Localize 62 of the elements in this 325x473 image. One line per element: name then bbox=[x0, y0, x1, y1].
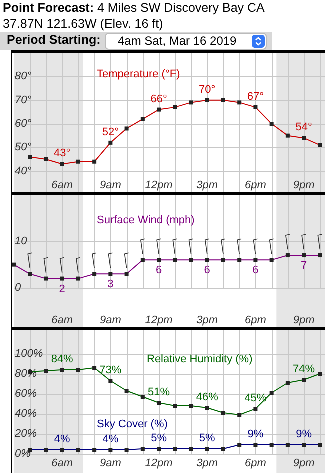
data-label: 51% bbox=[148, 386, 170, 398]
y-tick-label: 40° bbox=[15, 165, 32, 178]
x-tick-label: 9am bbox=[100, 314, 122, 326]
x-tick-label: 6am bbox=[52, 314, 74, 326]
data-label: 4% bbox=[54, 434, 71, 446]
y-tick-label: 70° bbox=[15, 94, 32, 106]
text: Surface Wind (mph) bbox=[97, 214, 195, 226]
x-tick-label: 6pm bbox=[245, 314, 266, 326]
data-label: 5% bbox=[151, 432, 168, 444]
y-tick-label: 100% bbox=[15, 348, 44, 360]
data-label: 6 bbox=[156, 264, 162, 277]
y-tick-label: 0% bbox=[15, 448, 32, 460]
data-label: 2 bbox=[59, 283, 66, 296]
data-label: 5% bbox=[199, 432, 216, 444]
x-tick-label: 12pm bbox=[145, 180, 173, 192]
data-label: 84% bbox=[51, 354, 74, 366]
data-label: 6 bbox=[204, 264, 210, 277]
x-tick-label: 3pm bbox=[196, 314, 218, 326]
data-label: 70° bbox=[199, 84, 216, 96]
text: Period Starting: bbox=[7, 33, 101, 48]
data-label: 67° bbox=[247, 90, 264, 103]
x-tick-label: 12pm bbox=[145, 458, 173, 470]
y-tick-label: 60% bbox=[15, 388, 38, 400]
x-tick-label: 3pm bbox=[196, 180, 218, 192]
x-tick-label: 6pm bbox=[245, 458, 266, 470]
data-label: 6 bbox=[252, 264, 259, 277]
data-label: 3 bbox=[108, 278, 114, 291]
data-label: 66° bbox=[150, 93, 168, 106]
data-label: 7 bbox=[300, 260, 308, 272]
dropdown: 4am Sat, Mar 16 2019 bbox=[105, 33, 267, 50]
data-label: 9% bbox=[248, 428, 264, 440]
y-tick-label: 80° bbox=[15, 70, 32, 83]
x-tick-label: 3pm bbox=[196, 458, 218, 470]
x-tick-label: 6am bbox=[52, 458, 74, 470]
data-label: 9% bbox=[296, 428, 312, 440]
data-label: 52° bbox=[102, 126, 120, 138]
data-label: 54° bbox=[296, 122, 312, 134]
x-tick-label: 9am bbox=[100, 180, 122, 192]
y-tick-label: 0 bbox=[15, 282, 22, 294]
data-label: 74% bbox=[293, 364, 316, 376]
y-tick-label: 40% bbox=[15, 408, 38, 420]
data-label: 45% bbox=[244, 392, 267, 404]
text: Temperature (°F) bbox=[97, 68, 180, 80]
x-tick-label: 9pm bbox=[293, 180, 315, 192]
series-label: Sky Cover (%) bbox=[97, 418, 168, 430]
x-tick-label: 12pm bbox=[145, 314, 173, 326]
x-tick-label: 6am bbox=[52, 180, 74, 192]
x-tick-label: 9pm bbox=[293, 458, 315, 470]
y-tick-label: 60° bbox=[15, 118, 32, 130]
data-label: 43° bbox=[54, 148, 71, 160]
data-label: 4% bbox=[102, 434, 119, 446]
chart-title: Point Forecast: 4 Miles SW Discovery Bay CA bbox=[3, 1, 265, 16]
text: Relative Humidity (%) bbox=[147, 354, 253, 366]
x-tick-label: 9pm bbox=[293, 314, 315, 326]
y-tick-label: 50° bbox=[15, 142, 32, 154]
x-tick-label: 9am bbox=[100, 458, 122, 470]
chart-subtitle: 37.87N 121.63W (Elev. 16 ft) bbox=[3, 17, 164, 32]
data-label: 73% bbox=[100, 364, 122, 376]
y-tick-label: 10 bbox=[15, 236, 28, 248]
y-tick-label: 20% bbox=[14, 428, 38, 440]
data-label: 46% bbox=[196, 392, 219, 404]
x-tick-label: 6pm bbox=[245, 180, 266, 192]
